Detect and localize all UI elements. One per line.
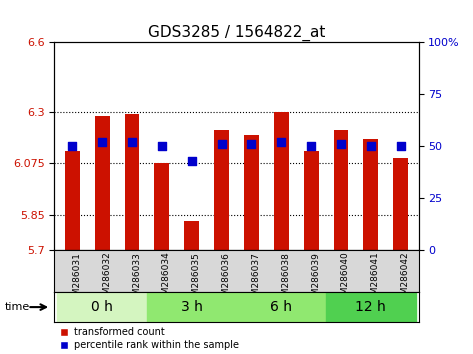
Text: GSM286041: GSM286041 xyxy=(371,252,380,307)
Bar xyxy=(333,130,349,250)
Point xyxy=(98,139,106,145)
Title: GDS3285 / 1564822_at: GDS3285 / 1564822_at xyxy=(148,25,325,41)
Bar xyxy=(236,292,326,322)
Text: 0 h: 0 h xyxy=(91,300,113,314)
Point xyxy=(278,139,285,145)
Text: 6 h: 6 h xyxy=(270,300,292,314)
Bar xyxy=(363,139,378,250)
Bar xyxy=(304,150,319,250)
Bar xyxy=(184,221,199,250)
Bar xyxy=(124,114,140,250)
Text: time: time xyxy=(5,302,30,312)
Text: GSM286039: GSM286039 xyxy=(311,252,320,307)
Point xyxy=(337,141,345,147)
Point xyxy=(367,143,375,149)
Text: GSM286036: GSM286036 xyxy=(221,252,230,307)
Point xyxy=(307,143,315,149)
Text: GSM286031: GSM286031 xyxy=(72,252,81,307)
Text: 3 h: 3 h xyxy=(181,300,202,314)
Text: GSM286035: GSM286035 xyxy=(192,252,201,307)
Bar xyxy=(95,116,110,250)
Bar xyxy=(244,135,259,250)
Text: GSM286042: GSM286042 xyxy=(401,252,410,306)
Point xyxy=(158,143,166,149)
Point xyxy=(188,158,195,163)
Bar xyxy=(57,292,147,322)
Bar xyxy=(147,292,236,322)
Point xyxy=(218,141,225,147)
Point xyxy=(397,143,404,149)
Point xyxy=(248,141,255,147)
Text: 12 h: 12 h xyxy=(356,300,386,314)
Point xyxy=(128,139,136,145)
Bar xyxy=(393,158,408,250)
Legend: transformed count, percentile rank within the sample: transformed count, percentile rank withi… xyxy=(59,327,239,350)
Bar xyxy=(326,292,416,322)
Text: GSM286033: GSM286033 xyxy=(132,252,141,307)
Point xyxy=(69,143,76,149)
Bar xyxy=(274,112,289,250)
Text: GSM286037: GSM286037 xyxy=(252,252,261,307)
Text: GSM286032: GSM286032 xyxy=(102,252,111,307)
Bar xyxy=(65,150,80,250)
Bar xyxy=(154,163,169,250)
Text: GSM286040: GSM286040 xyxy=(341,252,350,307)
Text: GSM286038: GSM286038 xyxy=(281,252,290,307)
Bar xyxy=(214,130,229,250)
Text: GSM286034: GSM286034 xyxy=(162,252,171,307)
